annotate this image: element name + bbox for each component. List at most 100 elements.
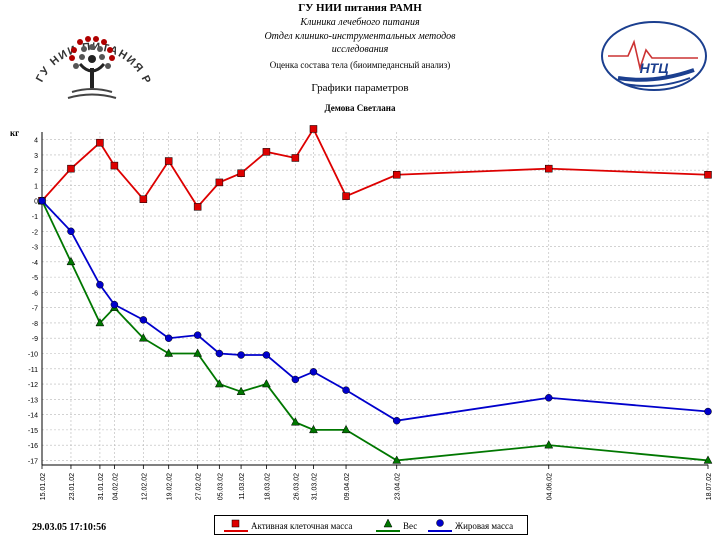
- x-tick-label: 12.02.02: [141, 473, 148, 500]
- data-point-circle: [164, 334, 173, 342]
- data-point-triangle: [95, 317, 105, 327]
- data-point-circle: [215, 349, 224, 358]
- data-point-circle: [67, 227, 75, 236]
- data-point-triangle: [214, 379, 224, 388]
- data-point-triangle: [236, 386, 246, 395]
- data-point-circle: [342, 386, 350, 394]
- department-line-1: Клиника лечебного питания: [300, 17, 420, 28]
- data-point-square: [309, 125, 318, 133]
- legend-symbol-circle: [428, 519, 452, 532]
- x-tick-label: 23.01.02: [69, 473, 76, 500]
- series-line: [41, 200, 709, 422]
- y-tick-label: -9: [32, 336, 38, 343]
- x-tick-label: 05.03.02: [217, 473, 224, 500]
- y-tick-label: -5: [32, 275, 38, 282]
- y-tick-label: 3: [34, 153, 38, 160]
- print-timestamp: 29.03.05 17:10:56: [32, 522, 107, 533]
- data-point-square: [392, 171, 401, 179]
- ntc-logo: НТЦ: [601, 21, 707, 91]
- logo-right-text: НТЦ: [640, 60, 669, 76]
- y-tick-label: -11: [28, 367, 38, 374]
- data-point-triangle: [290, 417, 300, 426]
- data-point-square: [342, 192, 350, 200]
- x-tick-label: 31.03.02: [311, 473, 318, 500]
- legend-label: Активная клеточная масса: [251, 521, 353, 531]
- legend-symbol-triangle: [376, 518, 400, 532]
- y-tick-label: -14: [28, 413, 38, 420]
- x-tick-label: 18.07.02: [706, 473, 713, 500]
- y-tick-label: -2: [32, 229, 38, 236]
- x-tick-label: 31.01.02: [98, 473, 105, 500]
- x-tick-label: 04.02.02: [112, 473, 119, 500]
- analysis-type: Оценка состава тела (биоимпедансный анал…: [269, 60, 451, 70]
- y-tick-label: -10: [28, 351, 38, 358]
- x-tick-label: 15.01.02: [40, 473, 47, 500]
- data-point-circle: [237, 351, 245, 359]
- y-tick-label: -17: [28, 458, 38, 465]
- data-point-circle: [392, 416, 401, 425]
- y-tick-label: -12: [28, 382, 38, 389]
- chart-legend: Активная клеточная масса Вес Жировая мас…: [214, 515, 528, 535]
- x-tick-label: 27.02.02: [196, 473, 203, 500]
- data-point-circle: [704, 407, 712, 416]
- data-point-triangle: [703, 455, 713, 464]
- data-point-square: [110, 161, 119, 170]
- data-point-triangle: [193, 348, 203, 357]
- x-tick-label: 23.04.02: [395, 473, 402, 500]
- institution-title: ГУ НИИ питания РАМН: [298, 2, 422, 14]
- y-axis-label: кг: [10, 128, 19, 138]
- data-point-triangle: [138, 333, 148, 342]
- y-tick-label: 1: [34, 183, 38, 190]
- legend-label: Вес: [403, 521, 418, 531]
- series-line: [41, 200, 709, 462]
- x-tick-label: 04.06.02: [547, 473, 554, 500]
- series: [37, 125, 713, 464]
- x-tick-label: 19.02.02: [167, 473, 174, 500]
- data-point-square: [164, 157, 173, 165]
- data-point-circle: [38, 196, 46, 205]
- data-point-circle: [193, 331, 202, 339]
- data-point-square: [262, 148, 271, 156]
- y-tick-label: -8: [32, 321, 38, 328]
- department-line-2: Отдел клинико-инструментальных методов: [264, 31, 456, 42]
- data-point-triangle: [164, 348, 174, 357]
- patient-name: Демова Светлана: [324, 103, 396, 113]
- x-tick-label: 09.04.02: [344, 473, 351, 500]
- data-point-circle: [544, 394, 553, 402]
- data-point-circle: [262, 351, 271, 359]
- chart-title: Графики параметров: [311, 82, 409, 94]
- data-point-square: [704, 171, 712, 179]
- data-point-circle: [96, 281, 104, 289]
- data-point-circle: [139, 316, 148, 324]
- y-tick-label: -3: [32, 245, 38, 252]
- legend-label: Жировая масса: [455, 521, 514, 531]
- data-point-square: [139, 195, 148, 203]
- x-tick-label: 18.03.02: [264, 473, 271, 500]
- data-point-triangle: [544, 440, 554, 449]
- x-tick-label: 11.03.02: [239, 473, 246, 500]
- data-point-circle: [110, 300, 119, 309]
- y-tick-label: -15: [28, 428, 38, 435]
- department-line-3: исследования: [331, 44, 389, 55]
- axes: 4 3 2 1 0 -1 -2 -3 -4 -5 -6 -7 -8 -9 -10 -11 -12 -13 -14 -1…: [10, 128, 713, 500]
- institute-logo: ГУ НИИ ПИТАНИЯ РАМН: [22, 6, 151, 99]
- data-point-circle: [309, 368, 318, 376]
- y-tick-label: -16: [28, 443, 38, 450]
- legend-symbol-square: [224, 519, 248, 532]
- y-tick-label: -1: [32, 214, 38, 221]
- data-point-triangle: [261, 379, 271, 388]
- data-point-triangle: [309, 424, 318, 434]
- x-tick-label: 26.03.02: [293, 473, 300, 500]
- data-point-triangle: [392, 455, 402, 464]
- y-tick-label: -6: [32, 290, 38, 297]
- y-tick-label: -4: [32, 260, 38, 267]
- data-point-triangle: [341, 424, 351, 434]
- data-point-square: [193, 203, 202, 211]
- series-line: [41, 127, 709, 209]
- y-tick-label: 2: [34, 168, 38, 175]
- data-point-square: [215, 178, 224, 187]
- y-tick-label: 4: [34, 138, 38, 145]
- data-point-square: [96, 138, 104, 147]
- grid: [41, 132, 709, 465]
